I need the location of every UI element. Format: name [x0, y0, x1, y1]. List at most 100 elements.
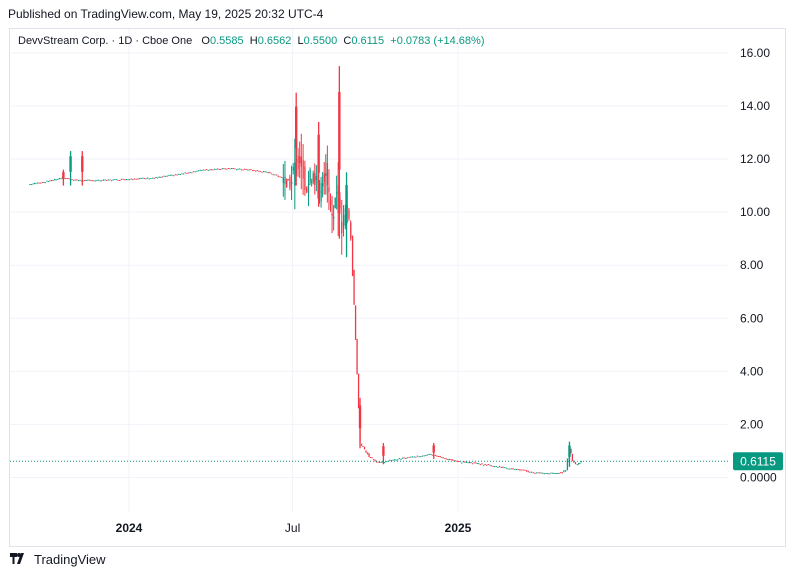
candle	[505, 467, 508, 469]
candle	[522, 469, 524, 471]
candle	[397, 459, 399, 461]
candle	[573, 460, 575, 463]
candle	[140, 178, 142, 180]
candle	[281, 176, 283, 178]
candle	[489, 464, 491, 466]
candle	[413, 456, 415, 458]
candle	[405, 457, 407, 459]
candle	[171, 174, 173, 176]
candle	[115, 179, 118, 181]
candle	[270, 173, 273, 175]
candle	[224, 168, 227, 170]
candle	[411, 456, 414, 458]
candle	[486, 464, 488, 466]
candle	[448, 458, 451, 461]
candle	[210, 169, 213, 171]
candle	[437, 455, 440, 457]
candle	[553, 472, 555, 474]
candle	[540, 472, 542, 474]
candle	[255, 170, 257, 172]
grid-lines	[10, 29, 728, 512]
spike-body	[432, 445, 435, 453]
candle	[579, 462, 581, 464]
candle	[374, 459, 376, 462]
chart-legend: DevvStream Corp. · 1D · Cboe One O0.5585…	[18, 35, 484, 47]
candle	[71, 179, 73, 181]
candle	[186, 172, 188, 174]
candle	[515, 468, 518, 470]
candle	[147, 177, 149, 179]
candle	[401, 457, 404, 459]
candle	[143, 177, 146, 179]
candle	[87, 179, 89, 181]
candle	[487, 464, 489, 466]
candle	[46, 180, 48, 182]
candle	[74, 179, 76, 181]
candle	[102, 179, 105, 181]
candle	[561, 472, 563, 474]
candle	[476, 463, 478, 465]
candle	[196, 170, 198, 172]
candle	[148, 178, 150, 180]
candle	[353, 269, 355, 305]
candle	[55, 179, 57, 181]
spike-body	[317, 134, 320, 173]
brand-label: TradingView	[34, 552, 106, 567]
candle	[403, 457, 405, 459]
candle	[497, 466, 499, 468]
candle	[90, 179, 92, 181]
candle	[363, 446, 366, 450]
candle	[393, 459, 396, 461]
candle	[197, 170, 200, 172]
candle	[221, 168, 223, 170]
candle	[232, 168, 234, 170]
candle	[493, 466, 496, 468]
candle	[380, 461, 382, 463]
candle	[110, 180, 113, 182]
candle	[194, 171, 196, 173]
candle	[129, 179, 131, 181]
candle	[227, 168, 230, 170]
candle	[400, 458, 402, 460]
candle	[47, 180, 50, 182]
candle	[461, 462, 463, 464]
x-axis: 2024 Jul 2025	[116, 521, 472, 535]
spike-body	[294, 106, 298, 149]
candle	[439, 455, 441, 458]
spike-body	[62, 172, 65, 180]
candle	[256, 170, 258, 172]
candle	[191, 172, 193, 174]
candle	[362, 445, 364, 448]
candle	[495, 466, 497, 468]
candle	[372, 459, 375, 461]
candle	[431, 454, 434, 456]
candle	[107, 179, 109, 181]
candle	[40, 182, 42, 184]
candle	[500, 466, 502, 468]
candle	[98, 179, 100, 181]
candle	[527, 470, 529, 473]
candle	[161, 176, 164, 178]
candle	[218, 168, 220, 170]
spike-body	[69, 156, 72, 172]
candle	[563, 470, 565, 473]
candle	[390, 459, 392, 461]
candle	[133, 178, 136, 180]
candle	[406, 457, 409, 459]
candle	[436, 455, 438, 457]
candle	[54, 178, 56, 181]
candle	[156, 177, 159, 179]
candle	[471, 463, 474, 465]
y-tick-label: 16.00	[740, 46, 770, 60]
x-tick-label: Jul	[285, 521, 300, 535]
candle	[378, 461, 381, 463]
candle	[151, 177, 154, 179]
candle	[253, 170, 255, 172]
tradingview-brand[interactable]: TradingView	[9, 552, 106, 567]
candle	[119, 179, 121, 181]
candle	[132, 179, 134, 181]
candle	[482, 464, 485, 466]
candle	[165, 175, 167, 177]
candle	[127, 179, 129, 181]
